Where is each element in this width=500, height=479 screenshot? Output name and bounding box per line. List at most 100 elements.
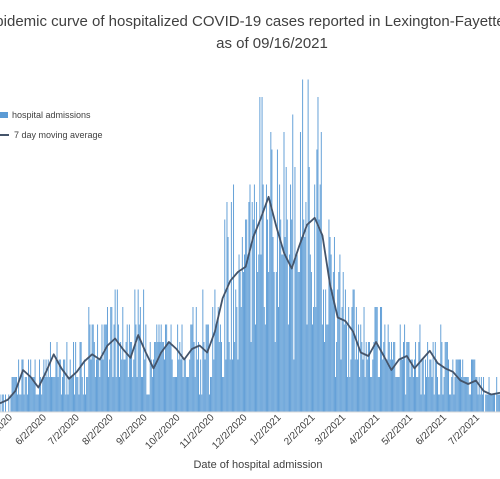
admission-bar [246, 219, 248, 412]
admission-bar [396, 377, 398, 412]
admission-bar [268, 272, 270, 412]
admission-bar [177, 324, 179, 412]
admission-bar [190, 324, 192, 412]
admission-bar [465, 377, 467, 412]
admission-bar [443, 377, 445, 412]
admission-bar [433, 394, 435, 412]
admission-bar [417, 377, 419, 412]
hospital-admissions-bars [0, 79, 500, 412]
admission-bar [21, 359, 23, 412]
admission-bar [172, 377, 174, 412]
admission-bar [434, 342, 436, 412]
admission-bar [253, 184, 255, 412]
admission-bar [173, 377, 175, 412]
admission-bar [160, 324, 162, 412]
admission-bar [158, 324, 160, 412]
admission-bar [414, 359, 415, 412]
admission-bar [494, 394, 495, 412]
admission-bar [389, 359, 391, 412]
legend: hospital admissions 7 day moving average [0, 110, 103, 140]
admission-bar [370, 377, 372, 412]
admission-bar [98, 359, 100, 412]
admission-bar [77, 377, 79, 412]
admission-bar [153, 359, 154, 412]
admission-bar [250, 342, 252, 412]
admission-bar [188, 377, 190, 412]
admission-bar [361, 342, 363, 412]
admission-bar [29, 377, 31, 412]
admission-bar [104, 324, 106, 412]
admission-bar [5, 394, 6, 412]
admission-bar [51, 377, 52, 412]
admission-bar [97, 324, 99, 412]
admission-bar [376, 307, 378, 412]
admission-bar [36, 394, 38, 412]
admission-bar [55, 359, 57, 412]
admission-bar [151, 377, 153, 412]
admission-bar [286, 219, 288, 412]
admission-bar [64, 359, 66, 412]
admission-bar [351, 307, 353, 412]
admission-bar [464, 377, 466, 412]
admission-bar [103, 324, 105, 412]
admission-bar [296, 254, 298, 412]
admission-bar [429, 359, 431, 412]
admission-bar [314, 184, 316, 412]
admission-bar [419, 324, 421, 412]
admission-bar [394, 342, 396, 412]
admission-bar [257, 272, 259, 412]
admission-bar [437, 377, 438, 412]
admission-bar [485, 394, 487, 412]
admission-bar [180, 359, 182, 412]
admission-bar [420, 394, 422, 412]
admission-bar [78, 394, 80, 412]
admission-bar [338, 272, 340, 412]
admission-bar [114, 289, 116, 412]
admission-bar [327, 324, 329, 412]
admission-bar [346, 324, 347, 412]
admission-bar [110, 307, 112, 412]
admission-bar [154, 342, 156, 412]
admission-bar [224, 219, 226, 412]
admission-bar [328, 219, 330, 412]
admission-bar [474, 359, 476, 412]
admission-bar [342, 272, 344, 412]
admission-bar [301, 237, 302, 412]
admission-bar [411, 359, 413, 412]
admission-bar [367, 342, 369, 412]
admission-bar [161, 342, 163, 412]
admission-bar [46, 377, 48, 412]
admission-bar [237, 359, 239, 412]
admission-bar [139, 307, 141, 412]
admission-bar [255, 324, 256, 412]
admission-bar [128, 324, 130, 412]
admission-bar [167, 342, 169, 412]
admission-bar [335, 377, 336, 412]
admission-bar [205, 324, 207, 412]
admission-bar [182, 377, 184, 412]
admission-bar [285, 167, 287, 412]
admission-bar [364, 377, 366, 412]
admission-bar [350, 359, 352, 412]
admission-bar [178, 359, 180, 412]
admission-bar [377, 377, 379, 412]
admission-bar [430, 359, 432, 412]
admission-bar [221, 342, 222, 412]
admission-bar [385, 359, 387, 412]
admission-bar [228, 342, 230, 412]
admission-bar [267, 219, 269, 412]
admission-bar [384, 324, 386, 412]
admission-bar [446, 342, 448, 412]
admission-bar [452, 359, 454, 412]
admission-bar [137, 289, 139, 412]
admission-bar [242, 272, 244, 412]
admission-bar [62, 377, 63, 412]
admission-bar [88, 307, 90, 412]
admission-bar [483, 377, 485, 412]
admission-bar [421, 359, 423, 412]
admission-bar [138, 324, 140, 412]
admission-bar [13, 377, 15, 412]
admission-bar [457, 359, 459, 412]
admission-bar [310, 272, 312, 412]
admission-bar [71, 377, 73, 412]
